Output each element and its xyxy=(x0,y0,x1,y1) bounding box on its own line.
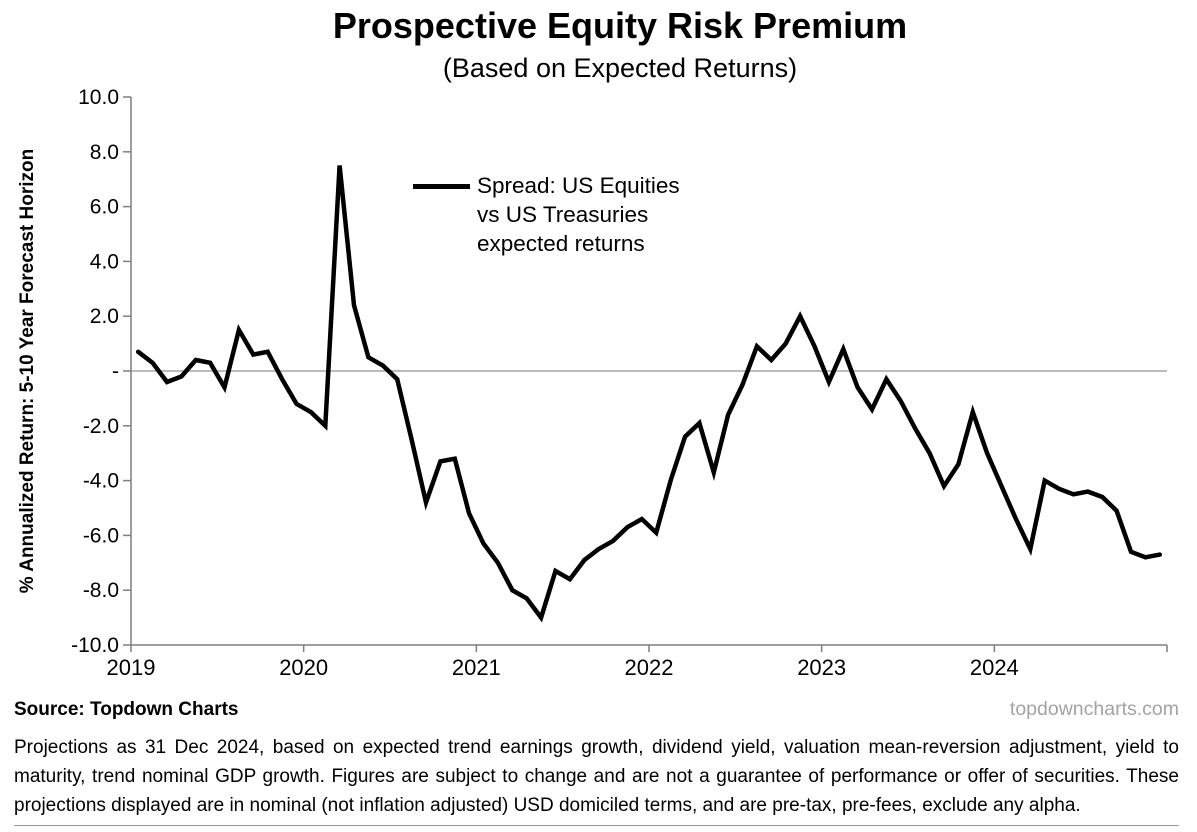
y-axis-title: % Annualized Return: 5-10 Year Forecast … xyxy=(17,148,38,594)
x-tick-label: 2021 xyxy=(452,655,501,680)
x-tick-label: 2023 xyxy=(797,655,846,680)
disclaimer-text: Projections as 31 Dec 2024, based on exp… xyxy=(14,733,1179,826)
y-tick-label: - xyxy=(112,360,119,383)
y-tick-label: 2.0 xyxy=(90,305,119,328)
x-tick-label: 2019 xyxy=(107,655,156,680)
legend-label: Spread: US Equities vs US Treasuries exp… xyxy=(477,173,680,256)
legend-line-swatch xyxy=(413,184,470,189)
y-tick-label: -8.0 xyxy=(83,579,119,602)
x-tick-label: 2020 xyxy=(279,655,328,680)
x-tick-label: 2022 xyxy=(625,655,674,680)
y-tick-label: -4.0 xyxy=(83,470,119,493)
page-subtitle: (Based on Expected Returns) xyxy=(442,53,798,83)
y-tick-label: -10.0 xyxy=(71,634,119,657)
y-tick-label: -2.0 xyxy=(83,415,119,438)
x-tick-label: 2024 xyxy=(970,655,1019,680)
site-text: topdowncharts.com xyxy=(1009,698,1179,720)
y-tick-label: 6.0 xyxy=(90,196,119,219)
y-tick-label: 8.0 xyxy=(90,141,119,164)
y-tick-label: -6.0 xyxy=(83,524,119,547)
legend: Spread: US Equities vs US Treasuries exp… xyxy=(413,171,697,258)
page-title: Prospective Equity Risk Premium xyxy=(332,5,908,46)
y-tick-label: 10.0 xyxy=(78,86,119,109)
footer-row: Source: Topdown Charts topdowncharts.com xyxy=(14,698,1179,721)
y-tick-label: 4.0 xyxy=(90,250,119,273)
spread-series-line xyxy=(135,165,1163,623)
chart-canvas: 10.08.06.04.02.0--2.0-4.0-6.0-8.0-10.020… xyxy=(71,86,1168,680)
source-text: Source: Topdown Charts xyxy=(14,699,239,720)
